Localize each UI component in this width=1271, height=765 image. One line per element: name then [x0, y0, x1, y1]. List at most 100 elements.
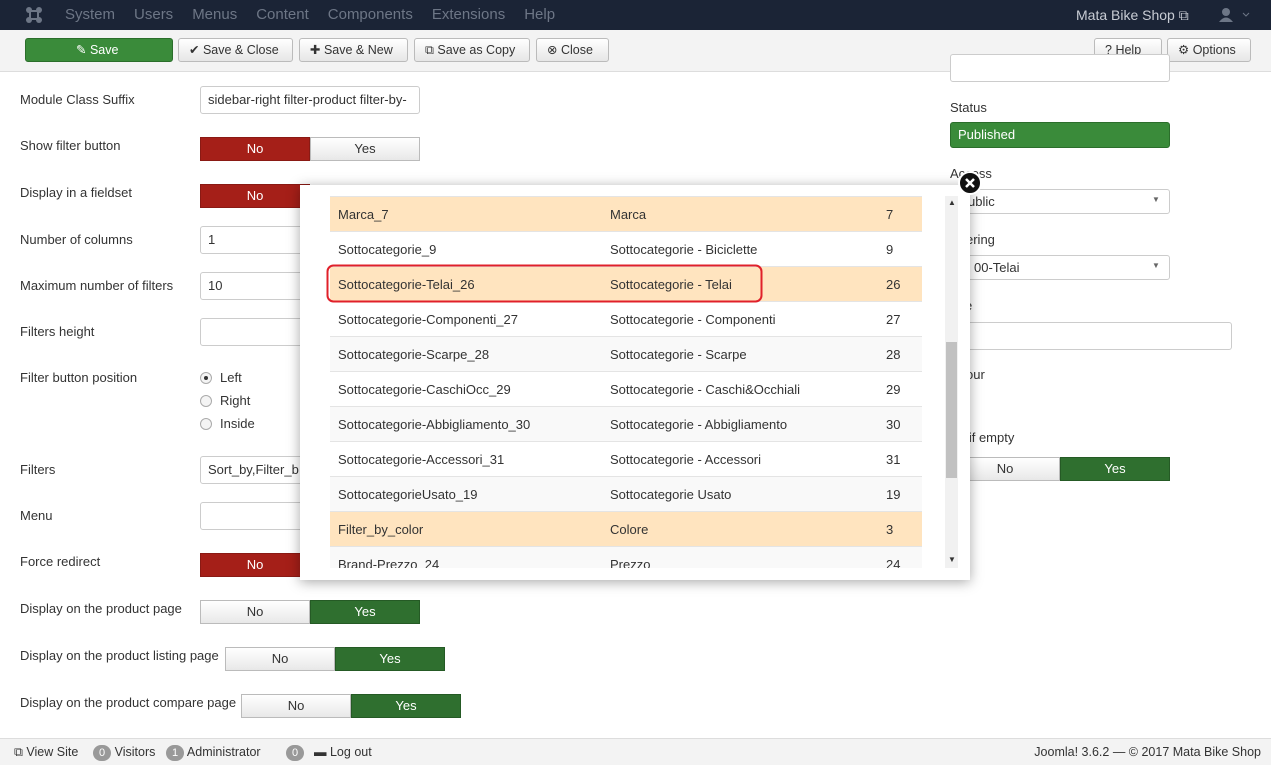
table-row[interactable]: Filter_by_color Colore 3	[330, 511, 922, 546]
site-name[interactable]: Mata Bike Shop	[1076, 7, 1175, 23]
table-cell[interactable]: Sottocategorie - Accessori	[610, 452, 762, 467]
toolbar-button[interactable]: ✎ Save	[25, 38, 173, 62]
site-link[interactable]: Mata Bike Shop ⧉	[1076, 7, 1189, 23]
table-cell[interactable]: Sottocategorie_9	[338, 242, 437, 257]
button-label[interactable]: Save	[89, 43, 119, 57]
menu-item[interactable]: Help	[524, 6, 556, 23]
table-row[interactable]: Sottocategorie-Scarpe_28 Sottocategorie -…	[330, 336, 922, 371]
button-label[interactable]: Close	[560, 43, 593, 57]
table-cell[interactable]: Sottocategorie-Scarpe_28	[338, 347, 490, 362]
table-cell[interactable]: 29	[886, 382, 901, 397]
scrollbar-thumb[interactable]	[946, 342, 957, 478]
input-partial[interactable]	[950, 54, 1170, 82]
toolbar-button[interactable]: ✔ Save & Close	[178, 38, 293, 62]
toolbar-button[interactable]: ⚙ Options	[1167, 38, 1251, 62]
table-cell[interactable]: Sottocategorie-CaschiOcc_29	[338, 382, 511, 397]
select[interactable]: 00-Telai	[950, 255, 1170, 280]
toggle-option[interactable]: Yes	[1060, 457, 1170, 481]
table-cell[interactable]: 3	[886, 522, 894, 537]
scroll-down[interactable]: ▼	[948, 555, 956, 564]
toggle-option[interactable]: No	[200, 600, 310, 624]
table-cell[interactable]: Colore	[610, 522, 649, 537]
select[interactable]: ublic	[950, 189, 1170, 214]
toggle-option[interactable]: Yes	[351, 694, 461, 718]
toggle-option[interactable]: No	[200, 137, 310, 161]
table-row[interactable]: Marca_7 Marca 7	[330, 196, 922, 231]
table-cell[interactable]: 24	[886, 557, 901, 568]
toolbar-button[interactable]: ✚ Save & New	[299, 38, 408, 62]
table-cell[interactable]: Sottocategorie - Scarpe	[610, 347, 747, 362]
radio-label[interactable]: Inside	[220, 416, 255, 431]
table-cell[interactable]: Sottocategorie Usato	[610, 487, 732, 502]
select[interactable]: Published	[950, 122, 1170, 148]
table-cell[interactable]: Sottocategorie - Abbigliamento	[610, 417, 788, 432]
table-cell[interactable]: Brand-Prezzo_24	[338, 557, 440, 568]
table-cell[interactable]: 31	[886, 452, 901, 467]
table-row[interactable]: Brand-Prezzo_24 Prezzo 24	[330, 546, 922, 568]
table-cell[interactable]: 27	[886, 312, 901, 327]
toggle-option[interactable]: No	[241, 694, 351, 718]
table-cell[interactable]: Sottocategorie-Abbigliamento_30	[338, 417, 531, 432]
menu-item[interactable]: Users	[134, 6, 174, 23]
table-cell[interactable]: Filter_by_color	[338, 522, 424, 537]
table-row[interactable]: Sottocategorie-CaschiOcc_29 Sottocategori…	[330, 371, 922, 406]
table-cell[interactable]: Sottocategorie-Telai_26	[338, 277, 475, 292]
button-label[interactable]: Save & Close	[202, 43, 279, 57]
user-menu[interactable]	[1218, 7, 1252, 23]
radio-label[interactable]: Right	[220, 393, 251, 408]
table-cell[interactable]: 7	[886, 207, 894, 222]
table-row[interactable]: Sottocategorie-Telai_26 Sottocategorie - …	[330, 266, 922, 301]
view-site[interactable]: ⧉ View Site	[14, 745, 79, 759]
button-label[interactable]: Save as Copy	[437, 43, 516, 57]
table-cell[interactable]: Prezzo	[610, 557, 651, 568]
toolbar-button[interactable]: ⊗ Close	[536, 38, 609, 62]
table-cell[interactable]: 19	[886, 487, 901, 502]
toggle-option[interactable]: No	[225, 647, 335, 671]
table-cell[interactable]: Sottocategorie - Componenti	[610, 312, 776, 327]
menu-item[interactable]: Menus	[192, 6, 238, 23]
table-row[interactable]: Sottocategorie-Abbigliamento_30 Sottocate…	[330, 406, 922, 441]
table-row[interactable]: Sottocategorie-Accessori_31 Sottocategori…	[330, 441, 922, 476]
table-row[interactable]: Sottocategorie-Componenti_27 Sottocategor…	[330, 301, 922, 336]
scrollbar[interactable]: ▲ ▼	[945, 196, 958, 568]
table-cell[interactable]: 26	[886, 277, 901, 292]
table-cell[interactable]: Marca	[610, 207, 647, 222]
button-label[interactable]: Options	[1192, 43, 1236, 57]
scroll-up[interactable]: ▲	[948, 198, 956, 207]
text-input[interactable]	[950, 322, 1232, 350]
joomla-logo[interactable]	[24, 5, 44, 25]
toggle-option[interactable]: Yes	[310, 600, 420, 624]
table-row[interactable]: Sottocategorie_9 Sottocategorie - Bicicle…	[330, 231, 922, 266]
toolbar-button[interactable]: ⧉ Save as Copy	[414, 38, 530, 62]
table-cell[interactable]: 28	[886, 347, 901, 362]
logout[interactable]: ▬ Log out	[314, 745, 372, 759]
logout-label[interactable]: Log out	[329, 745, 372, 759]
table-cell[interactable]: Marca_7	[338, 207, 389, 222]
table-cell[interactable]: Sottocategorie - Biciclette	[610, 242, 758, 257]
modal-close[interactable]	[957, 170, 983, 196]
table-cell[interactable]: Sottocategorie-Componenti_27	[338, 312, 518, 327]
button-label[interactable]: Save & New	[323, 43, 393, 57]
table-cell[interactable]: 9	[886, 242, 894, 257]
table-row[interactable]: SottocategorieUsato_19 Sottocategorie Usa…	[330, 476, 922, 511]
menu-item[interactable]: Content	[256, 6, 309, 23]
button-label[interactable]: Help	[1115, 43, 1142, 57]
menu-item[interactable]: System	[65, 6, 116, 23]
toggle-option[interactable]: Yes	[335, 647, 445, 671]
radio-button[interactable]	[200, 372, 212, 384]
table-cell[interactable]: SottocategorieUsato_19	[338, 487, 478, 502]
menu-item[interactable]: Components	[327, 6, 413, 23]
table-cell[interactable]: 30	[886, 417, 901, 432]
table-cell[interactable]: Sottocategorie - Telai	[610, 277, 732, 292]
toggle-option[interactable]: No	[200, 184, 310, 208]
radio-label[interactable]: Left	[220, 370, 242, 385]
text-input[interactable]: sidebar-right filter-product filter-by-	[200, 86, 420, 114]
radio-button[interactable]	[200, 395, 212, 407]
view-site-label[interactable]: View Site	[26, 745, 79, 759]
table-cell[interactable]: Sottocategorie-Accessori_31	[338, 452, 505, 467]
toggle-option[interactable]: Yes	[310, 137, 420, 161]
menu-item[interactable]: Extensions	[431, 6, 506, 23]
radio-button[interactable]	[200, 418, 212, 430]
table-cell[interactable]: Sottocategorie - Caschi&Occhiali	[610, 382, 801, 397]
toggle-option[interactable]: No	[200, 553, 310, 577]
